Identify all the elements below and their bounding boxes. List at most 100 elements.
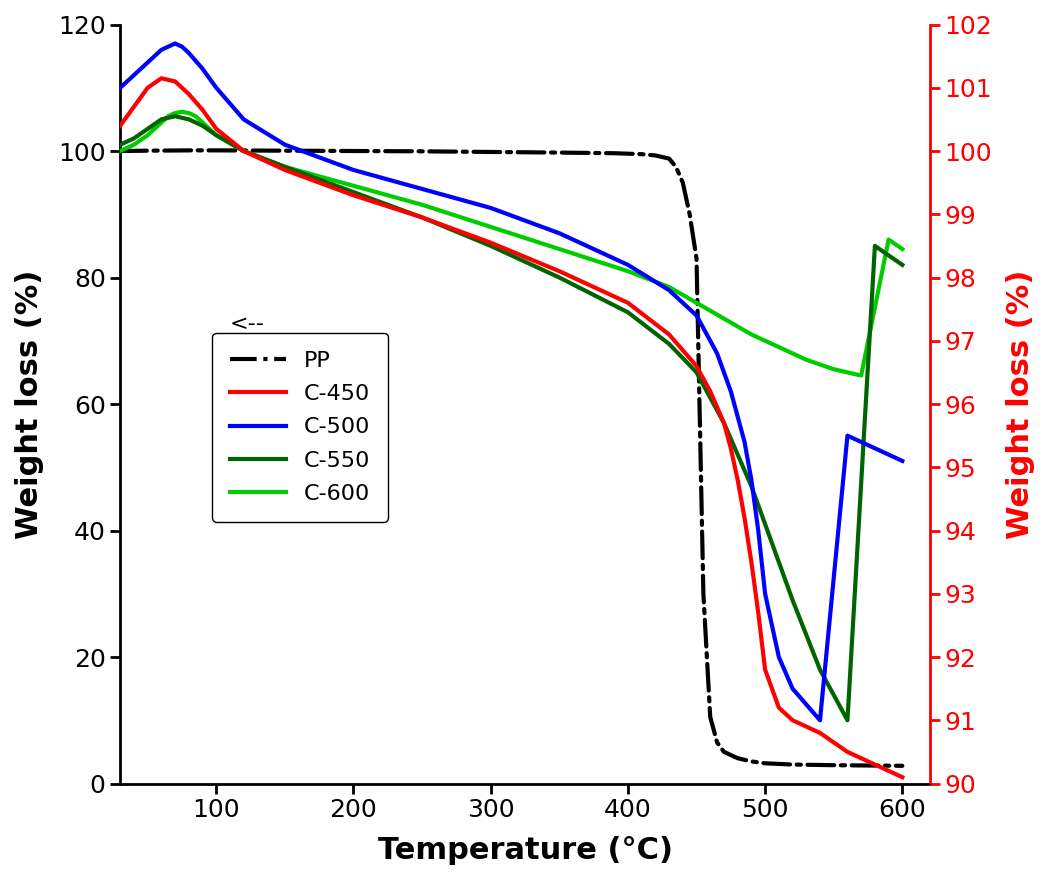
- C-450: [183, 89, 195, 99]
- Line: C-600: C-600: [120, 112, 902, 376]
- Line: C-500: C-500: [120, 43, 902, 720]
- C-500: [759, 589, 772, 599]
- C-500: [128, 70, 141, 80]
- C-500: [348, 165, 360, 175]
- C-550: [732, 450, 744, 460]
- C-450: [738, 512, 751, 523]
- C-550: [773, 557, 785, 568]
- C-550: [746, 481, 758, 492]
- C-450: [773, 702, 785, 713]
- C-550: [786, 595, 799, 605]
- C-550: [128, 133, 141, 143]
- PP: [649, 150, 662, 161]
- C-600: [348, 180, 360, 191]
- C-600: [189, 111, 202, 121]
- C-450: [210, 123, 223, 134]
- C-550: [484, 240, 497, 251]
- C-450: [553, 266, 566, 276]
- PP: [690, 253, 702, 264]
- C-550: [663, 339, 675, 349]
- C-550: [717, 418, 730, 429]
- C-550: [759, 519, 772, 530]
- C-500: [704, 335, 716, 346]
- C-450: [128, 101, 141, 112]
- C-450: [348, 190, 360, 201]
- C-450: [663, 329, 675, 340]
- PP: [732, 753, 744, 764]
- C-500: [814, 715, 826, 725]
- C-450: [622, 297, 634, 308]
- C-500: [868, 443, 881, 453]
- C-600: [717, 313, 730, 324]
- C-550: [142, 123, 154, 134]
- PP: [416, 146, 428, 157]
- PP: [113, 146, 126, 157]
- C-450: [759, 664, 772, 675]
- PP: [210, 145, 223, 156]
- C-600: [882, 234, 895, 245]
- PP: [786, 759, 799, 770]
- C-500: [148, 51, 161, 62]
- C-600: [827, 364, 840, 375]
- C-550: [210, 130, 223, 141]
- C-450: [484, 238, 497, 248]
- C-600: [155, 117, 168, 128]
- C-500: [484, 202, 497, 213]
- C-550: [183, 114, 195, 125]
- C-600: [183, 107, 195, 118]
- C-500: [724, 386, 737, 397]
- C-450: [169, 77, 182, 87]
- C-450: [896, 772, 908, 782]
- C-600: [622, 266, 634, 276]
- PP: [663, 153, 675, 164]
- Text: <--: <--: [230, 314, 265, 334]
- PP: [896, 760, 908, 771]
- C-500: [278, 139, 291, 150]
- C-500: [162, 41, 174, 52]
- C-450: [724, 443, 737, 453]
- C-600: [169, 107, 182, 118]
- PP: [827, 760, 840, 771]
- C-600: [416, 200, 428, 210]
- C-500: [175, 41, 188, 52]
- C-550: [196, 121, 209, 131]
- C-450: [717, 418, 730, 429]
- C-500: [169, 38, 182, 48]
- C-600: [128, 139, 141, 150]
- X-axis label: Temperature (°C): Temperature (°C): [378, 836, 672, 865]
- C-600: [746, 329, 758, 340]
- C-600: [896, 244, 908, 254]
- PP: [670, 162, 682, 172]
- C-450: [814, 728, 826, 738]
- C-500: [841, 430, 854, 441]
- C-600: [237, 146, 250, 157]
- C-550: [169, 111, 182, 121]
- C-550: [237, 146, 250, 157]
- C-450: [690, 361, 702, 371]
- C-500: [622, 260, 634, 270]
- C-550: [690, 367, 702, 378]
- C-500: [711, 348, 723, 359]
- C-600: [663, 282, 675, 292]
- C-600: [773, 341, 785, 352]
- PP: [711, 737, 723, 748]
- C-550: [841, 715, 854, 725]
- C-450: [155, 73, 168, 84]
- C-500: [210, 83, 223, 93]
- C-550: [814, 664, 826, 675]
- C-450: [732, 474, 744, 485]
- C-500: [732, 411, 744, 422]
- PP: [142, 145, 154, 156]
- C-500: [896, 456, 908, 466]
- C-550: [704, 392, 716, 403]
- C-500: [663, 285, 675, 296]
- C-450: [868, 759, 881, 770]
- C-450: [278, 165, 291, 175]
- Line: C-450: C-450: [120, 78, 902, 777]
- C-500: [142, 57, 154, 68]
- C-550: [553, 272, 566, 282]
- C-550: [896, 260, 908, 270]
- C-500: [773, 652, 785, 663]
- C-550: [416, 212, 428, 223]
- PP: [348, 146, 360, 157]
